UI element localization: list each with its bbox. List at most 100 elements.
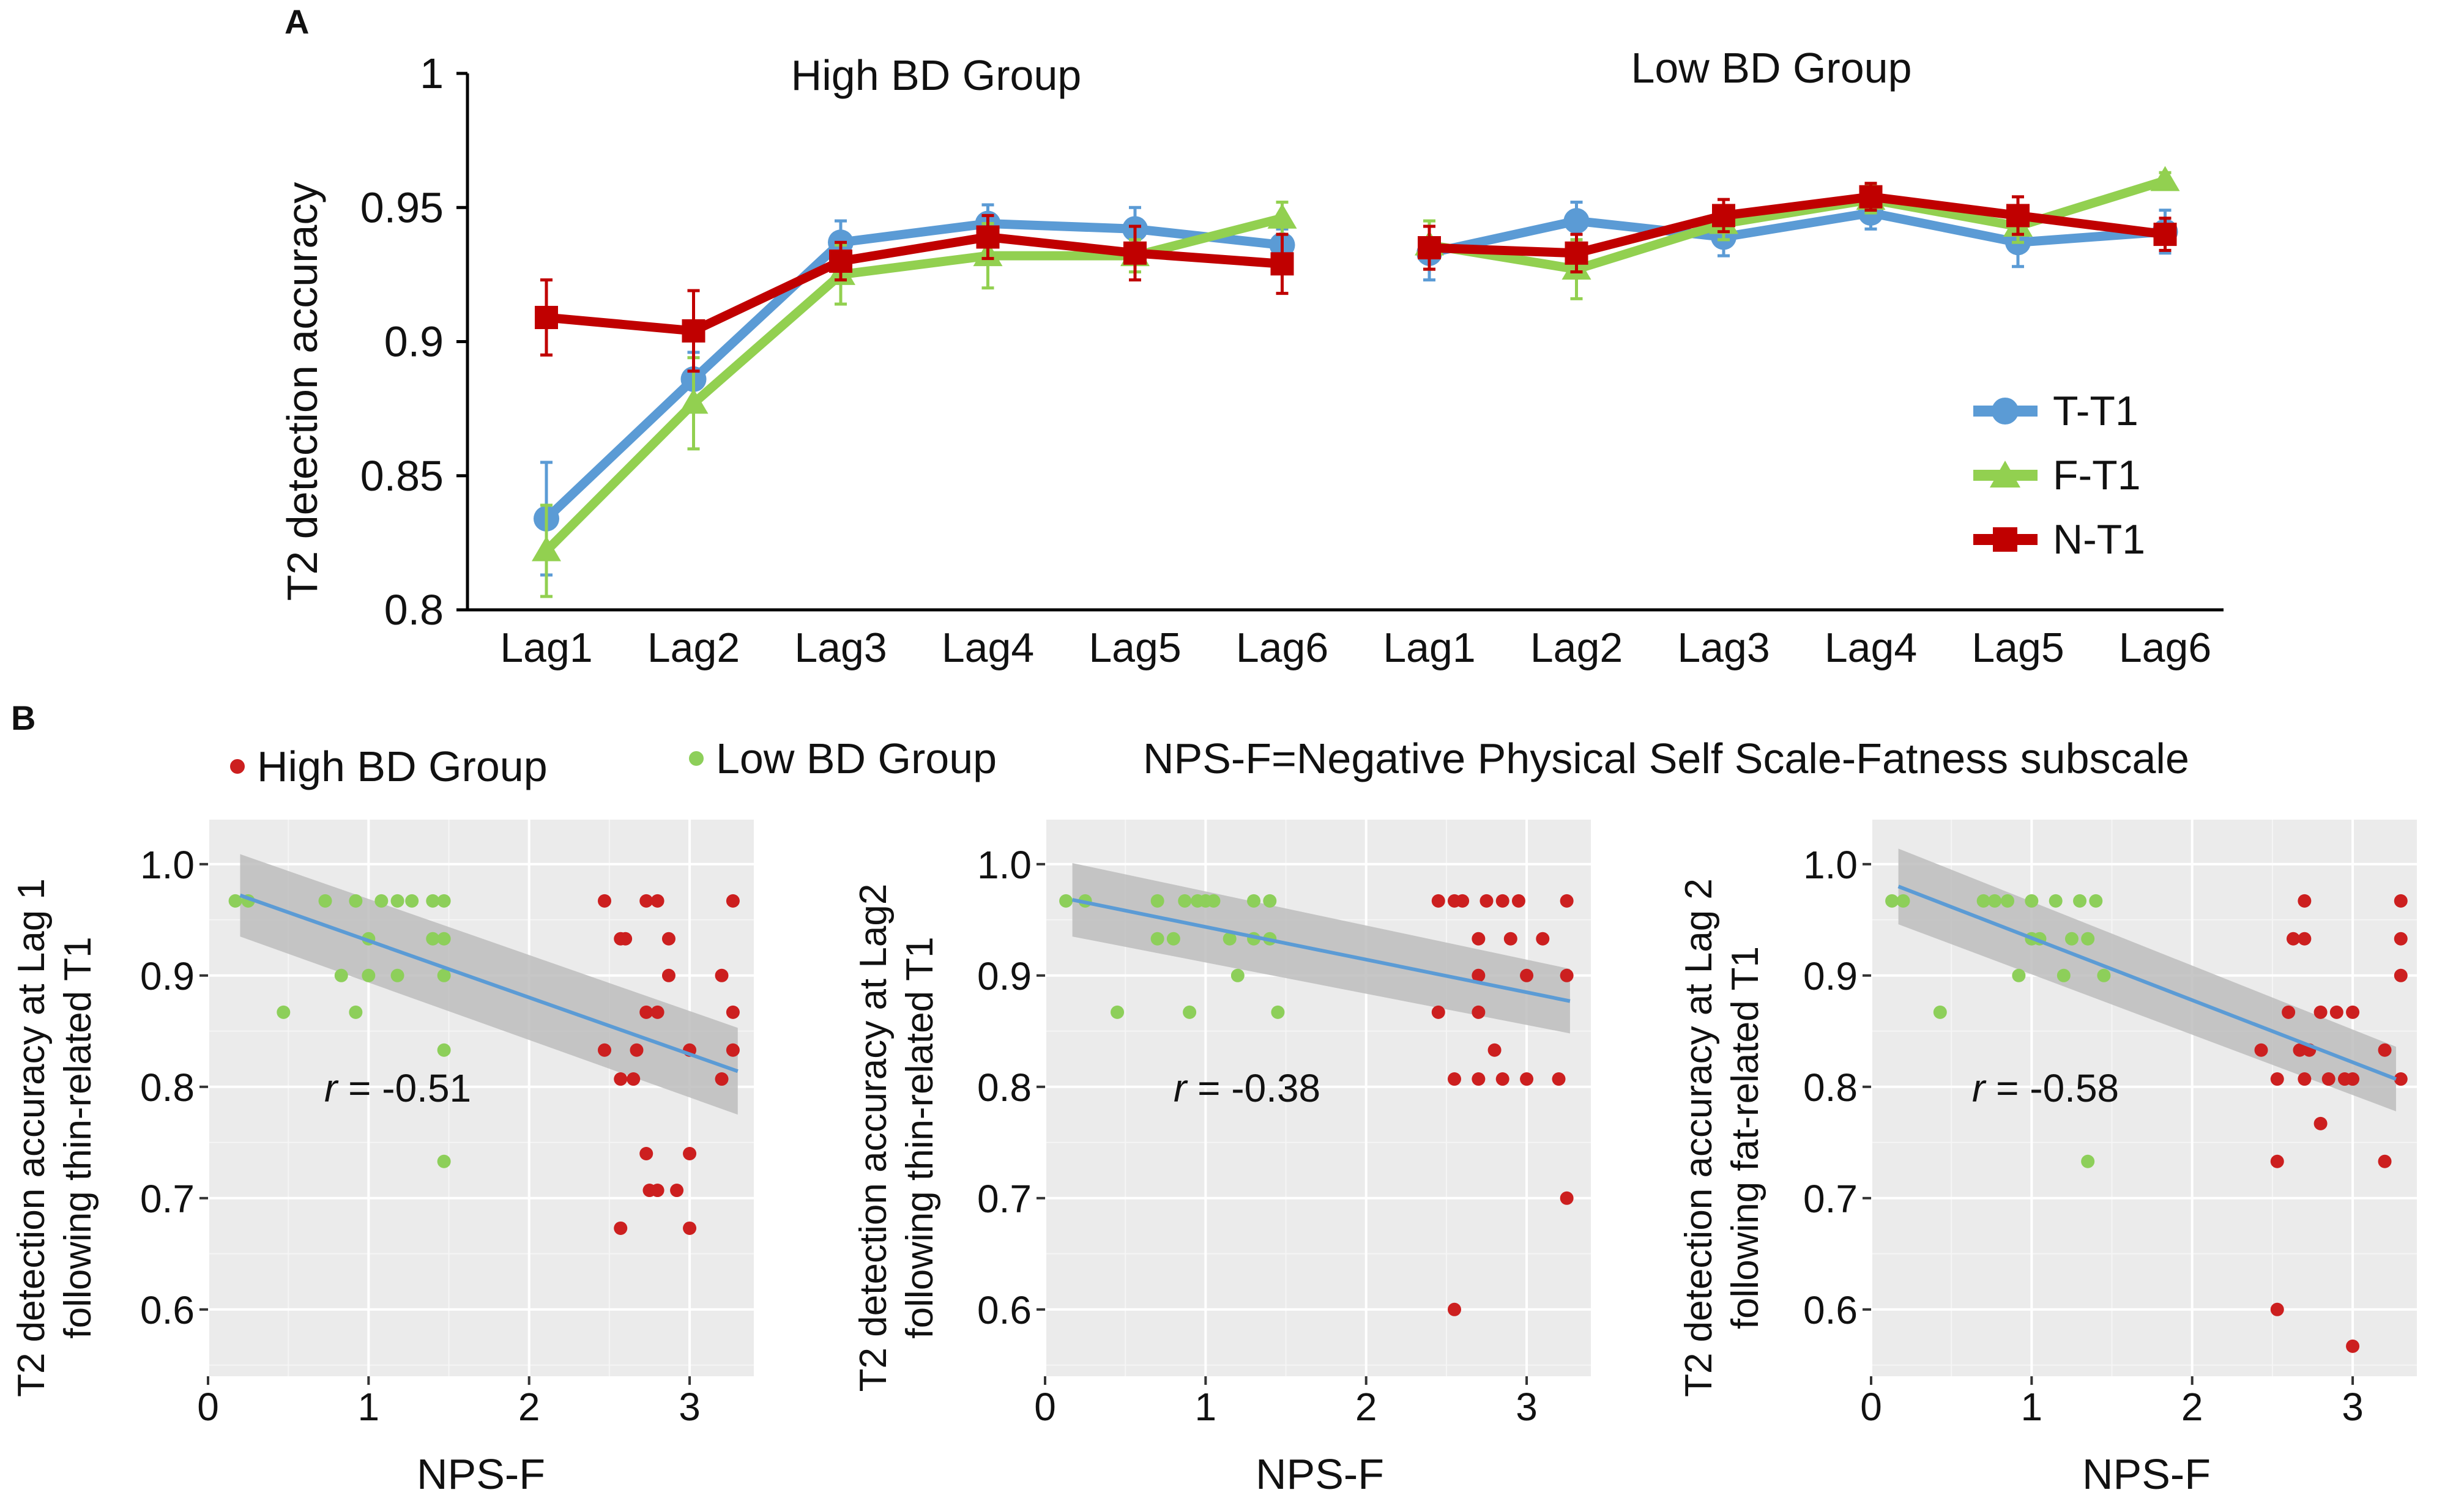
x-tick-label-b3: 1 <box>2021 1385 2043 1429</box>
y-tick-label-b3: 0.6 <box>1803 1288 1858 1332</box>
line-t-t1 <box>1428 208 2166 258</box>
point-low-bd-group <box>426 932 440 946</box>
point-high-bd-group <box>614 1072 628 1086</box>
point-low-bd-group <box>437 1043 451 1057</box>
point-high-bd-group <box>661 932 676 946</box>
regression-line-b1 <box>239 893 739 1073</box>
point-high-bd-group <box>1560 894 1574 908</box>
series-t-t1 <box>534 195 2178 577</box>
point-n-t1 <box>2006 204 2030 228</box>
point-low-bd-group <box>426 894 440 908</box>
point-high-bd-group <box>2298 1072 2312 1086</box>
legend-a: T-T1 F-T1 N-T1 <box>1973 388 2145 563</box>
point-high-bd-group <box>661 968 676 982</box>
point-n-t1 <box>1418 236 1441 260</box>
x-tick-label-b2: 0 <box>1034 1385 1056 1429</box>
point-low-bd-group <box>1166 932 1180 946</box>
nps-f-definition: NPS-F=Negative Physical Self Scale-Fatne… <box>1143 735 2189 782</box>
point-low-bd-group <box>1059 894 1073 908</box>
y-tick-label-b1: 0.6 <box>140 1288 195 1332</box>
legend-item-f-t1: F-T1 <box>1973 452 2141 499</box>
point-high-bd-group <box>726 1043 740 1057</box>
point-low-bd-group <box>1223 932 1237 946</box>
point-high-bd-group <box>619 932 633 946</box>
point-low-bd-group <box>1178 894 1192 908</box>
x-tick-label-b3: 0 <box>1860 1385 1882 1429</box>
point-high-bd-group <box>2346 1339 2360 1353</box>
scatter-panel-b3: T2 detection accuracy at Lag 2 following… <box>1678 820 2417 1498</box>
y-tick-label-b2: 1.0 <box>977 843 1032 887</box>
point-high-bd-group <box>2313 1005 2328 1019</box>
point-high-bd-group <box>2346 1005 2360 1019</box>
legend-label-f-t1: F-T1 <box>2053 452 2141 499</box>
y-tick-label-b1: 0.7 <box>140 1177 195 1221</box>
point-low-bd-group <box>1933 1005 1947 1019</box>
y-tick-labels-a: 0.8 0.85 0.9 0.95 1 <box>360 50 467 634</box>
x-axis-label-b2: NPS-F <box>1256 1450 1384 1498</box>
x-tick-label-b1: 0 <box>197 1385 219 1429</box>
point-high-bd-group <box>2298 894 2312 908</box>
x-tick-labels-a: Lag1 Lag2 Lag3 Lag4 Lag5 Lag6 Lag1 Lag2 Lag3 Lag4… <box>500 625 2211 671</box>
x-tick-label-b1: 2 <box>518 1385 540 1429</box>
y-axis-label-b2: T2 detection accuracy at Lag2 <box>852 884 895 1392</box>
legend-label-t-t1: T-T1 <box>2053 388 2138 434</box>
legend-label-high: High BD Group <box>257 743 548 790</box>
point-high-bd-group <box>1456 894 1470 908</box>
x-tick-label-b2: 3 <box>1516 1385 1538 1429</box>
y-tick-label-b3: 0.9 <box>1803 954 1858 998</box>
point-high-bd-group <box>715 1072 729 1086</box>
point-high-bd-group <box>1495 894 1509 908</box>
point-high-bd-group <box>726 1005 740 1019</box>
x-tick-label-b2: 2 <box>1355 1385 1377 1429</box>
x-tick-label-b1: 1 <box>358 1385 380 1429</box>
point-low-bd-group <box>228 894 242 908</box>
y-tick-label-b3: 1.0 <box>1803 843 1858 887</box>
line-t-t1 <box>543 219 1283 522</box>
point-high-bd-group <box>683 1147 697 1160</box>
x-tick-label-a: Lag5 <box>1971 625 2064 671</box>
point-high-bd-group <box>683 1221 697 1235</box>
point-low-bd-group <box>362 968 376 982</box>
point-high-bd-group <box>1487 1043 1502 1057</box>
point-low-bd-group <box>1150 932 1164 946</box>
point-high-bd-group <box>2270 1302 2284 1316</box>
point-high-bd-group <box>630 1043 644 1057</box>
point-n-t1 <box>2153 223 2177 247</box>
point-low-bd-group <box>2056 968 2071 982</box>
point-high-bd-group <box>1560 968 1574 982</box>
point-low-bd-group <box>349 1005 363 1019</box>
x-tick-label-a: Lag4 <box>942 625 1034 671</box>
y-axis-label2-b2: following thin-related T1 <box>899 936 941 1338</box>
point-low-bd-group <box>437 968 451 982</box>
point-low-bd-group <box>2001 894 2014 908</box>
x-tick-label-b2: 1 <box>1195 1385 1217 1429</box>
x-tick-label-a: Lag3 <box>794 625 887 671</box>
point-high-bd-group <box>598 1043 612 1057</box>
point-high-bd-group <box>1472 1005 1486 1019</box>
point-high-bd-group <box>1448 1302 1461 1316</box>
point-high-bd-group <box>1536 932 1550 946</box>
y-tick-label-b3: 0.7 <box>1803 1177 1858 1221</box>
point-high-bd-group <box>650 1184 664 1198</box>
point-high-bd-group <box>598 894 612 908</box>
point-high-bd-group <box>650 894 664 908</box>
point-low-bd-group <box>437 894 451 908</box>
y-tick-label-b2: 0.9 <box>977 954 1032 998</box>
point-n-t1 <box>1270 252 1294 276</box>
y-tick-label-b2: 0.6 <box>977 1288 1032 1332</box>
series-n-t1 <box>535 182 2177 373</box>
y-axis-label-a: T2 detection accuracy <box>278 182 326 601</box>
point-f-t1 <box>1267 203 1297 229</box>
point-low-bd-group <box>405 894 419 908</box>
r-annotation-b2: r = -0.38 <box>1174 1066 1320 1110</box>
point-low-bd-group <box>349 894 363 908</box>
y-tick-label-b2: 0.8 <box>977 1066 1032 1110</box>
point-low-bd-group <box>1271 1005 1285 1019</box>
confidence-band-b3 <box>1898 848 2396 1111</box>
point-low-bd-group <box>390 968 404 982</box>
line-chart-a: T2 detection accuracy 0.8 0.85 0.9 0.95 1 La… <box>278 44 2224 671</box>
point-low-bd-group <box>437 1154 451 1168</box>
legend-label-low: Low BD Group <box>716 735 997 782</box>
point-high-bd-group <box>639 1147 653 1160</box>
x-tick-label-a: Lag1 <box>1383 625 1475 671</box>
